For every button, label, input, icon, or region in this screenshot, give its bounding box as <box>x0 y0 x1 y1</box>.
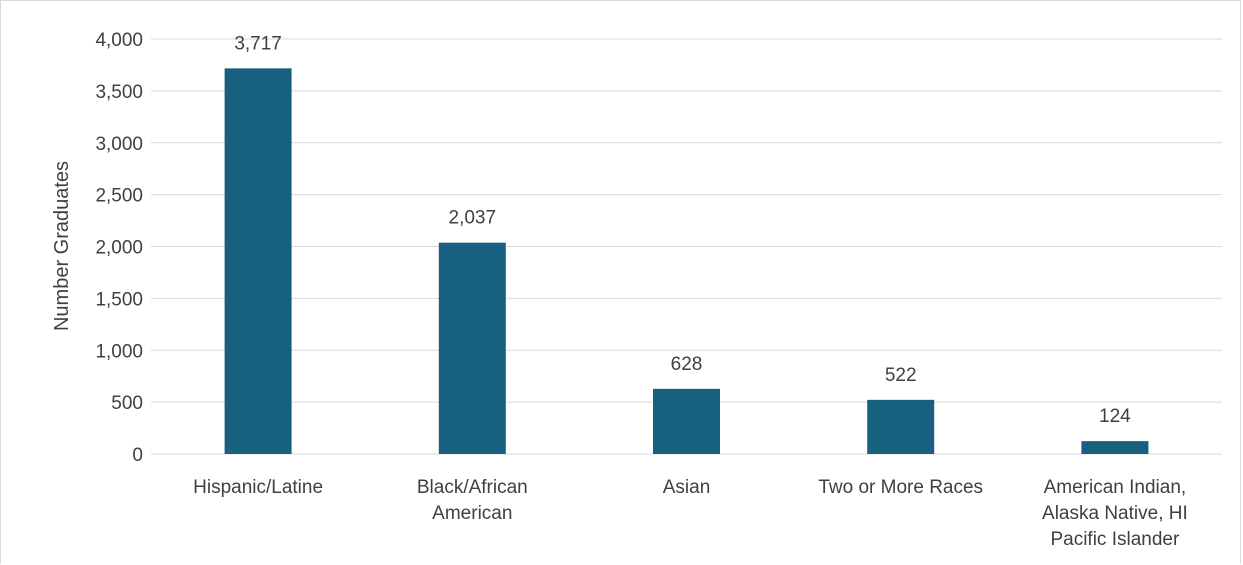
y-tick-label: 2,000 <box>95 238 143 259</box>
y-tick-label: 500 <box>111 393 143 414</box>
bar <box>1081 441 1149 454</box>
y-tick-label: 1,000 <box>95 341 143 362</box>
data-label: 3,717 <box>234 33 282 54</box>
y-tick-label: 3,000 <box>95 134 143 155</box>
x-category-label: Asian <box>663 477 711 498</box>
data-label: 2,037 <box>449 208 497 229</box>
y-tick-label: 1,500 <box>95 289 143 310</box>
y-tick-label: 0 <box>132 445 143 466</box>
bar <box>224 68 292 454</box>
bars <box>224 68 1149 454</box>
x-axis-categories: Hispanic/Latine Black/African American Asia… <box>193 477 1188 550</box>
data-labels: 3,717 2,037 628 522 124 <box>234 33 1131 427</box>
y-axis-ticks: 0 500 1,000 1,500 2,000 2,500 3,000 3,500 4,000 <box>95 30 143 466</box>
data-label: 522 <box>885 365 917 386</box>
y-tick-label: 3,500 <box>95 82 143 103</box>
data-label: 124 <box>1099 406 1131 427</box>
bar <box>438 242 506 454</box>
data-label: 628 <box>671 354 703 375</box>
y-tick-label: 2,500 <box>95 186 143 207</box>
bar <box>867 399 935 454</box>
x-category-label: American Indian, Alaska Native, HI Pacific… <box>1042 477 1188 550</box>
x-category-label: Hispanic/Latine <box>193 477 323 498</box>
gridlines <box>151 38 1222 455</box>
y-axis-title: Number Graduates <box>51 161 73 331</box>
x-category-label: Two or More Races <box>818 477 983 498</box>
x-category-label: Black/African American <box>417 477 528 524</box>
bar <box>653 388 720 454</box>
y-tick-label: 4,000 <box>95 30 143 51</box>
